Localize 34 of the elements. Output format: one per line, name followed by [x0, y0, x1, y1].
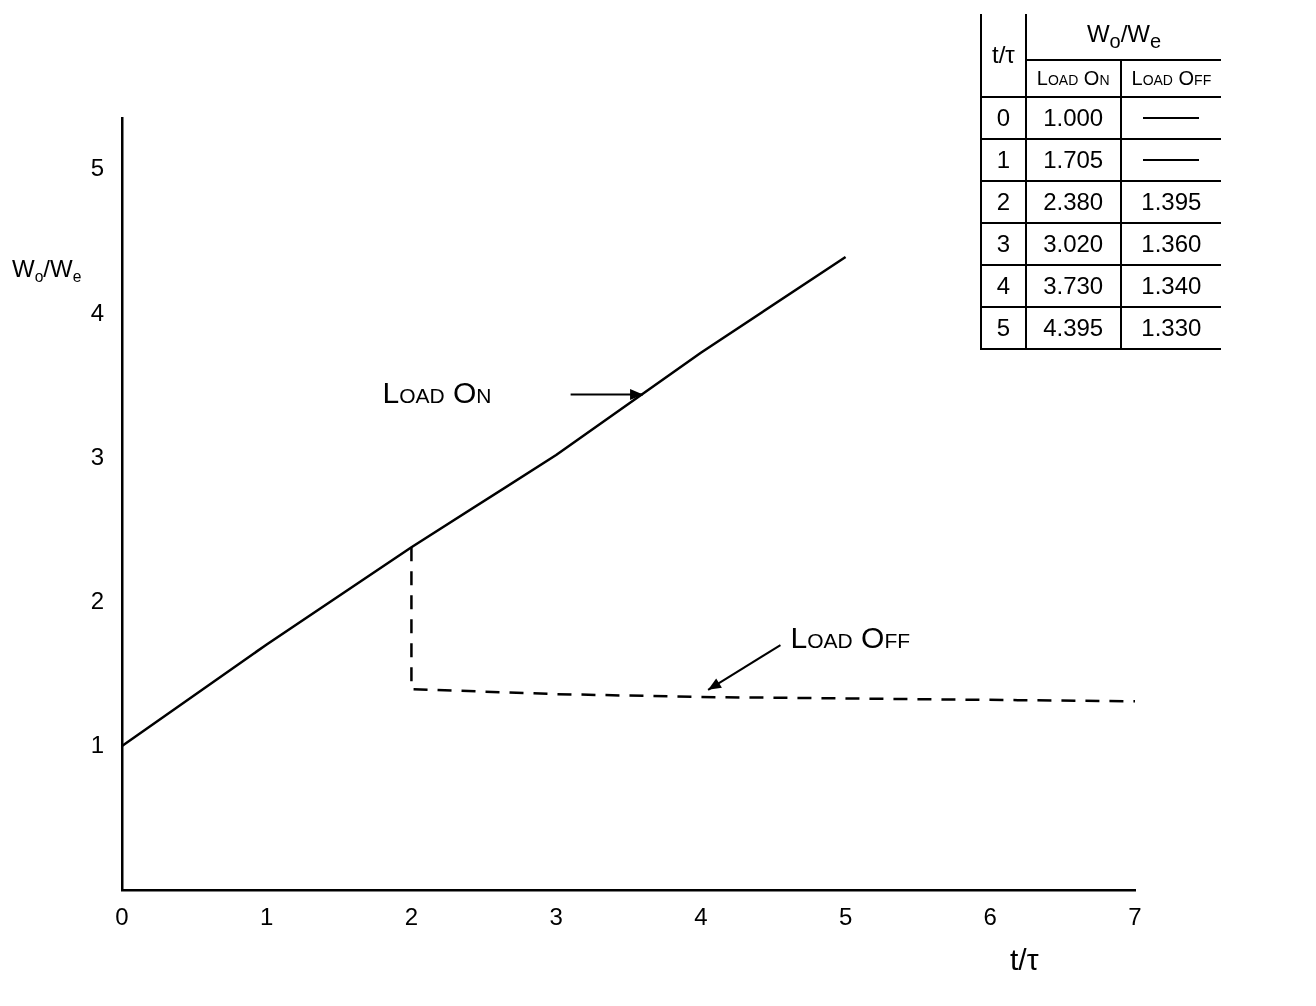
text: Load On: [382, 375, 492, 409]
x-tick-label: 6: [983, 903, 997, 931]
data-label: 4.395: [1025, 306, 1121, 349]
x-tick-label: 5: [838, 903, 853, 931]
x-axis-title: t/τ: [1010, 943, 1039, 977]
y-tick-label: 3: [90, 442, 104, 470]
y-axis-title: t/τ: [981, 14, 1026, 97]
x-tick-label: 4: [694, 903, 708, 931]
x-axis-title: W$_{o}$/W$_{e}$: [1025, 14, 1222, 60]
x-tick-label: 3: [549, 903, 563, 931]
y-tick-label: 2: [90, 586, 104, 614]
data-label: 1.000: [1025, 96, 1121, 139]
data-label: 1.330: [1120, 306, 1222, 349]
data-label: 3.730: [1025, 264, 1121, 307]
x-tick-label: 2: [404, 903, 419, 931]
x-tick-label: 1: [260, 903, 274, 931]
y-tick-label: 5: [981, 306, 1026, 349]
data-label: 1.705: [1025, 138, 1121, 181]
y-tick-label: 1: [981, 138, 1026, 181]
y-tick-label: 3: [981, 222, 1026, 265]
y-tick-label: 1: [90, 730, 104, 758]
x-tick-label: 0: [115, 903, 129, 931]
y-tick-label: 0: [981, 96, 1026, 139]
series-label: Load Off: [790, 620, 911, 654]
data-label: 1.395: [1120, 180, 1222, 223]
data-label: 3.020: [1025, 222, 1121, 265]
y-tick-label: 2: [981, 180, 1026, 223]
y-tick-label: 5: [90, 154, 104, 182]
x-tick-label: 7: [1128, 903, 1142, 931]
data-label: 2.380: [1025, 180, 1121, 223]
data-label: 1.360: [1120, 222, 1222, 265]
y-tick-label: 4: [981, 264, 1026, 307]
y-tick-label: 4: [90, 298, 104, 326]
data-label: 1.340: [1120, 264, 1222, 307]
